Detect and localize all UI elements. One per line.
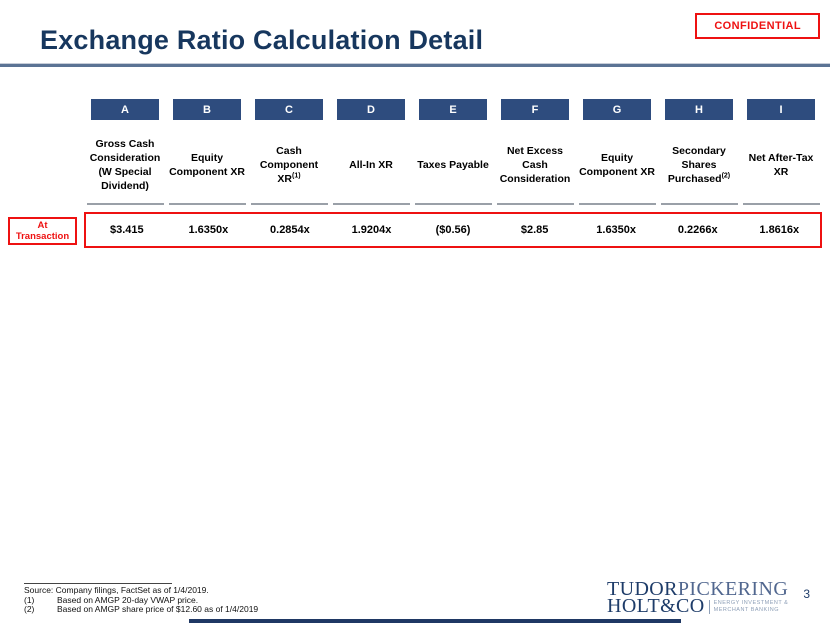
tudor-pickering-holt-logo: TUDORPICKERING HOLT&CO ENERGY INVESTMENT… (607, 578, 789, 617)
column-letter-d: D (337, 99, 405, 120)
header-underline-row (84, 203, 822, 205)
footnotes: Source: Company filings, FactSet as of 1… (24, 583, 258, 615)
footnote-divider (24, 583, 172, 584)
footnote-2-text: Based on AMGP share price of $12.60 as o… (57, 604, 259, 614)
exchange-ratio-table: A B C D E F G H I Gross Cash Considerati… (84, 99, 822, 205)
value-taxes-payable: ($0.56) (435, 224, 471, 236)
column-letter-f: F (501, 99, 569, 120)
column-letter-h: H (665, 99, 733, 120)
column-letter-g: G (583, 99, 651, 120)
column-header-c: Cash Component XR(1) (259, 145, 319, 185)
value-all-in-xr: 1.9204x (351, 224, 392, 236)
bottom-accent-bar (189, 619, 681, 623)
logo-tudor-text: TUDOR (607, 578, 678, 600)
row-label-at-transaction: At Transaction (8, 217, 77, 245)
value-gross-cash-consideration: $3.415 (109, 224, 144, 236)
footnote-2-marker: (2) (24, 604, 35, 614)
column-letter-e: E (419, 99, 487, 120)
footnote-1: (1) Based on AMGP 20-day VWAP price. (24, 594, 258, 606)
value-equity-component-xr: 1.6350x (188, 224, 229, 236)
value-equity-component-xr-2: 1.6350x (596, 224, 637, 236)
value-net-excess-cash: $2.85 (520, 224, 549, 236)
footnote-2: (2) Based on AMGP share price of $12.60 … (24, 604, 259, 615)
logo-tagline-line1: ENERGY INVESTMENT & (713, 599, 789, 606)
column-header-d: All-In XR (349, 159, 393, 172)
column-header-b: Equity Component XR (169, 152, 245, 178)
column-header-row: Gross Cash Consideration (W Special Divi… (84, 133, 822, 199)
confidential-badge: CONFIDENTIAL (695, 13, 820, 39)
logo-tagline-line2: MERCHANT BANKING (713, 606, 779, 613)
column-header-f: Net Excess Cash Consideration (499, 145, 571, 185)
source-line: Source: Company filings, FactSet as of 1… (24, 585, 209, 595)
column-letter-row: A B C D E F G H I (84, 99, 822, 120)
page-title: Exchange Ratio Calculation Detail (40, 25, 484, 55)
column-header-i: Net After-Tax XR (748, 152, 814, 178)
footnote-1-text: Based on AMGP 20-day VWAP price. (57, 594, 199, 605)
column-letter-a: A (91, 99, 159, 120)
title-divider (0, 63, 830, 67)
column-header-e: Taxes Payable (417, 159, 489, 172)
logo-tagline: ENERGY INVESTMENT & MERCHANT BANKING (708, 599, 789, 614)
column-letter-i: I (747, 99, 815, 120)
logo-holtco-text: HOLT&CO (607, 595, 705, 617)
column-letter-b: B (173, 99, 241, 120)
column-header-h: Secondary Shares Purchased(2) (667, 145, 731, 185)
footnote-1-marker: (1) (24, 594, 35, 605)
value-secondary-shares: 0.2266x (677, 224, 718, 236)
value-net-after-tax-xr: 1.8616x (759, 224, 800, 236)
page-number: 3 (803, 587, 810, 601)
column-header-a: Gross Cash Consideration (W Special Divi… (89, 138, 161, 192)
value-cash-component-xr: 0.2854x (270, 224, 310, 236)
column-letter-c: C (255, 99, 323, 120)
column-header-g: Equity Component XR (579, 152, 655, 178)
logo-pickering-text: PICKERING (677, 578, 789, 600)
data-row-at-transaction: $3.415 1.6350x 0.2854x 1.9204x ($0.56) $… (84, 212, 822, 248)
